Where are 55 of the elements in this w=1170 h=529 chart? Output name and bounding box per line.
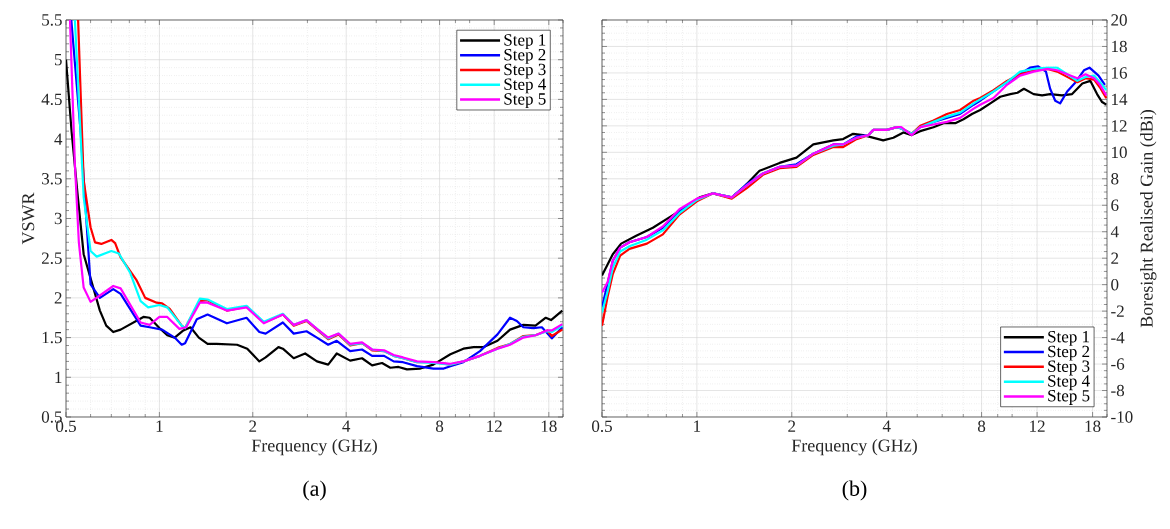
legend-label: Step 2 <box>504 48 546 64</box>
legend-label: Step 1 <box>1048 330 1090 346</box>
legend-label: Step 3 <box>1048 360 1090 376</box>
x-tick-label: 2 <box>788 420 796 432</box>
y-tick-label: 1 <box>55 371 62 383</box>
y-tick-label: 10 <box>1112 146 1127 159</box>
legend-label: Step 3 <box>504 63 546 79</box>
x-axis-title: Frequency (GHz) <box>251 438 377 456</box>
y-tick-label: 5.5 <box>42 14 62 26</box>
y-tick-label: 4 <box>1110 226 1119 238</box>
y-tick-label: 4.5 <box>41 93 62 106</box>
y-tick-label: 4 <box>54 133 63 145</box>
y-tick-label: 12 <box>1112 120 1127 132</box>
legend-label: Step 2 <box>1048 345 1090 361</box>
x-tick-label: 0.5 <box>592 420 612 433</box>
y-tick-label: 5 <box>54 54 62 66</box>
y-axis-title: Boresight Realised Gain (dBi) <box>1140 110 1157 328</box>
x-axis-title: Frequency (GHz) <box>791 438 917 456</box>
y-tick-label: 1.5 <box>42 331 62 344</box>
y-tick-label: 20 <box>1111 14 1127 26</box>
y-tick-label: 16 <box>1112 67 1128 79</box>
legend-label: Step 5 <box>1048 390 1090 405</box>
x-tick-label: 18 <box>541 420 557 432</box>
x-tick-label: 12 <box>487 420 502 432</box>
y-tick-label: 2.5 <box>41 252 62 264</box>
y-tick-label: 3 <box>54 212 62 225</box>
y-tick-label: 18 <box>1112 40 1127 53</box>
y-tick-label: 3.5 <box>42 173 62 185</box>
legend-label: Step 5 <box>504 93 546 109</box>
y-tick-label: 0 <box>1111 278 1119 291</box>
y-tick-label: -4 <box>1111 332 1125 344</box>
text: (b) <box>842 480 867 501</box>
y-tick-label: -6 <box>1111 358 1125 370</box>
y-tick-label: 6 <box>1111 199 1119 211</box>
legend-label: Step 4 <box>1048 375 1090 391</box>
y-tick-label: -10 <box>1111 411 1133 423</box>
text: (a) <box>303 480 326 501</box>
x-tick-label: 8 <box>435 420 444 432</box>
y-axis-title: VSWR <box>22 192 35 245</box>
x-tick-label: 8 <box>977 420 986 432</box>
x-tick-label: 1 <box>156 420 163 432</box>
y-tick-label: -8 <box>1111 384 1125 397</box>
legend-label: Step 4 <box>504 78 547 94</box>
y-tick-label: -2 <box>1111 305 1124 317</box>
y-tick-label: 2 <box>1111 252 1119 264</box>
x-tick-label: 1 <box>694 420 701 432</box>
x-tick-label: 2 <box>249 420 257 432</box>
legend-label: Step 1 <box>504 34 546 50</box>
x-tick-label: 12 <box>1030 420 1045 432</box>
x-tick-label: 4 <box>882 420 891 432</box>
x-tick-label: 18 <box>1085 420 1101 432</box>
y-tick-label: 14 <box>1112 93 1128 105</box>
x-tick-label: 4 <box>342 420 351 432</box>
y-tick-label: 8 <box>1111 173 1119 185</box>
y-tick-label: 2 <box>54 292 62 304</box>
